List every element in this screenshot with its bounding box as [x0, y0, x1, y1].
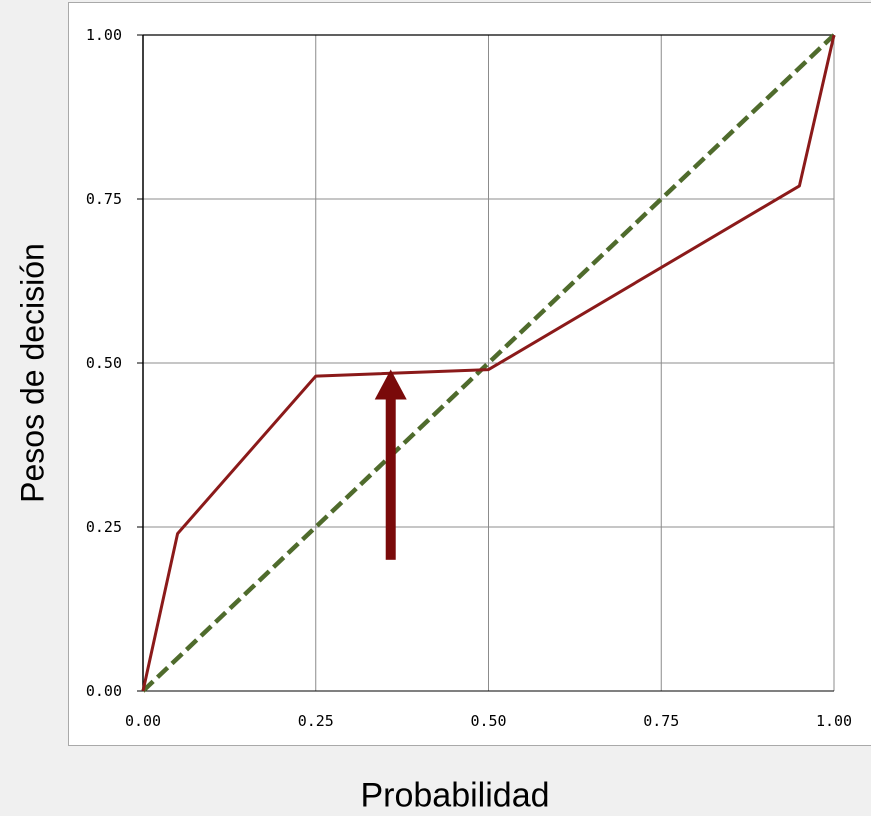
- x-tick-label: 0.50: [470, 712, 506, 730]
- y-tick-label: 0.75: [86, 190, 122, 208]
- y-axis-label: Pesos de decisión: [15, 243, 52, 503]
- tick-labels: 0.00 0.25 0.50 0.75 1.00 0.00 0.25 0.50 0.75 1.00: [86, 26, 852, 730]
- x-axis-label: Probabilidad: [360, 777, 549, 816]
- y-tick-label: 1.00: [86, 26, 122, 44]
- x-tick-label: 1.00: [816, 712, 852, 730]
- y-tick-label: 0.00: [86, 682, 122, 700]
- x-tick-label: 0.00: [125, 712, 161, 730]
- y-tick-label: 0.50: [86, 354, 122, 372]
- arrow-shaft: [386, 398, 396, 560]
- x-tick-label: 0.75: [643, 712, 679, 730]
- y-tick-label: 0.25: [86, 518, 122, 536]
- x-tick-label: 0.25: [298, 712, 334, 730]
